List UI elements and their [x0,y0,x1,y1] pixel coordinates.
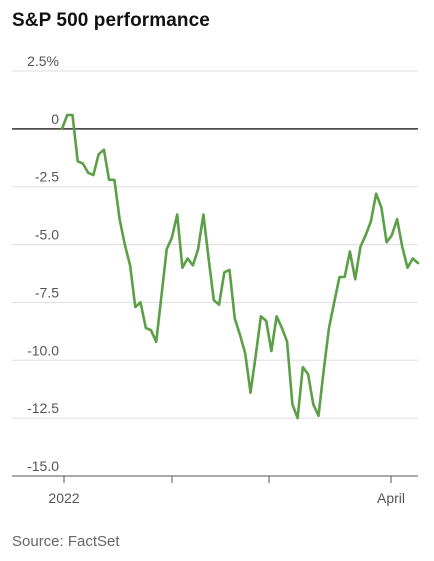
y-tick-label: 2.5% [27,53,59,69]
source-note: Source: FactSet [12,533,120,550]
series-line [60,113,420,420]
series-line-group [60,113,420,420]
y-tick-label: -5.0 [35,227,59,243]
y-tick-label: -15.0 [27,458,59,474]
y-tick-label: -7.5 [35,284,59,300]
x-tick-label: April [377,490,405,506]
chart-title: S&P 500 performance [12,10,210,31]
y-tick-label: -10.0 [27,342,59,358]
y-tick-label: -2.5 [35,169,59,185]
x-tick-label: 2022 [48,490,79,506]
y-tick-label: -12.5 [27,400,59,416]
y-axis-tick-labels: 2.5% 0 -2.5 -5.0 -7.5 -10.0 -12.5 -15.0 [27,53,59,474]
x-axis-ticks: 2022 April [48,476,405,506]
y-tick-label: 0 [51,111,59,127]
